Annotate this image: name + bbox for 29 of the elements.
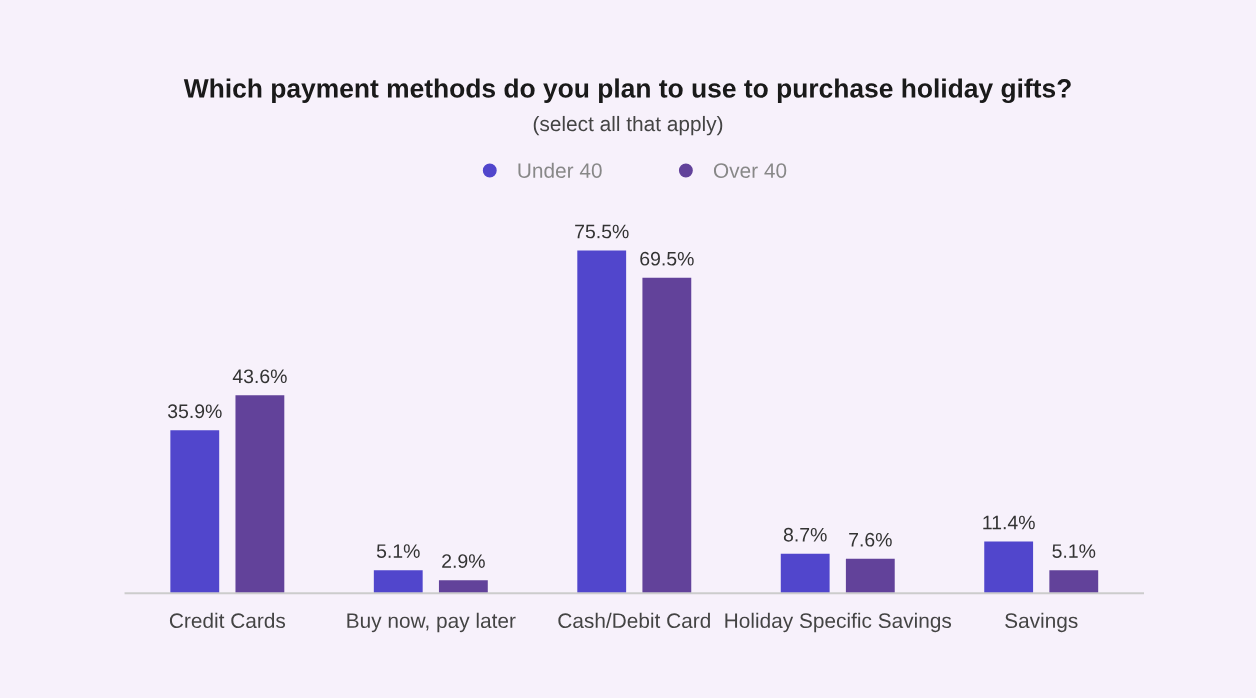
- data-label: 35.9%: [167, 404, 222, 419]
- bar: [1049, 570, 1099, 594]
- x-tick-label: Cash/Debit Card: [558, 612, 710, 629]
- data-label: 43.6%: [232, 369, 287, 384]
- bar: [373, 570, 423, 594]
- data-label: 2.9%: [442, 554, 485, 568]
- data-label: 11.4%: [983, 515, 1035, 530]
- bar: [577, 250, 627, 594]
- x-tick-label: Savings: [1005, 612, 1078, 633]
- data-label: 7.6%: [849, 532, 892, 547]
- data-label: 8.7%: [783, 527, 827, 542]
- legend-label: Under 40: [518, 162, 602, 178]
- bar: [170, 430, 220, 594]
- legend-label: Over 40: [713, 163, 787, 178]
- bar: [642, 277, 692, 594]
- data-label: 5.1%: [1052, 544, 1096, 558]
- x-tick-label: Credit Cards: [169, 612, 286, 629]
- bar: [984, 541, 1034, 594]
- bar: [438, 580, 488, 594]
- chart-title: Which payment methods do you plan to use to purchase holiday gifts?: [183, 78, 1071, 104]
- data-label: 69.5%: [640, 251, 694, 266]
- data-label: 5.1%: [376, 544, 420, 558]
- x-tick-label: Holiday Specific Savings: [725, 612, 952, 633]
- data-label: 75.5%: [575, 224, 629, 239]
- bar: [845, 558, 895, 594]
- bar: [235, 395, 285, 594]
- chart-subtitle: (select all that apply): [533, 115, 723, 136]
- bar: [780, 553, 830, 594]
- x-tick-label: Buy now, pay later: [347, 612, 516, 633]
